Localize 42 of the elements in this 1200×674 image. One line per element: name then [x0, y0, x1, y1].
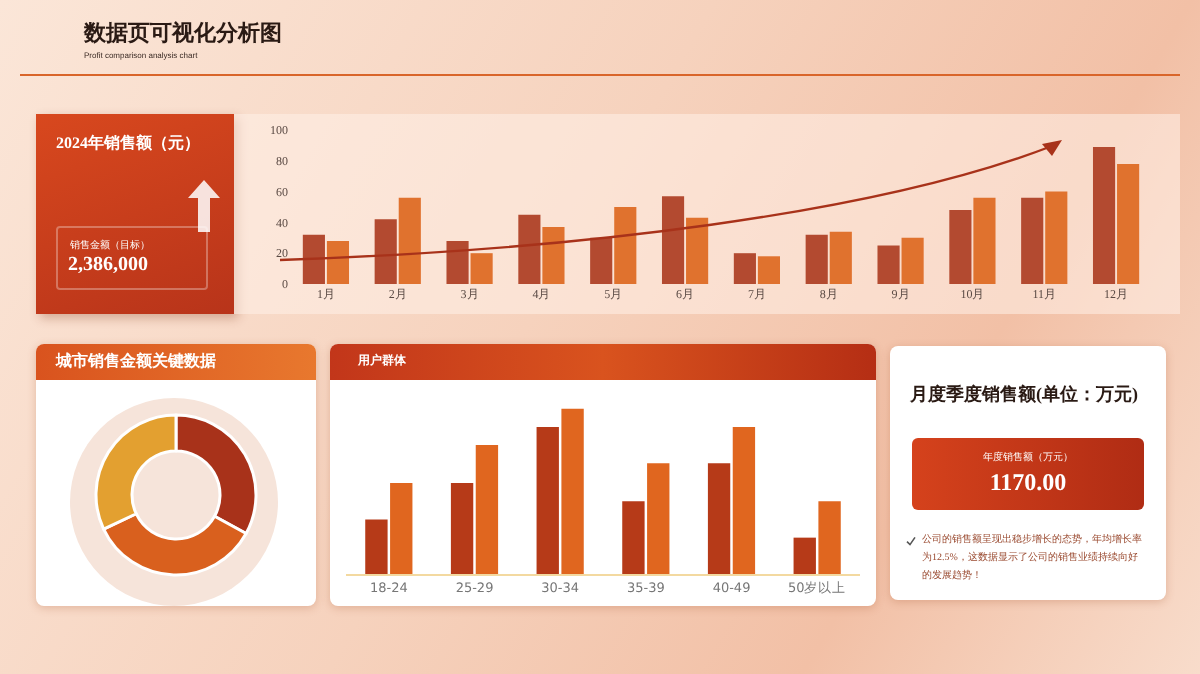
bar [733, 253, 756, 284]
bar [374, 219, 397, 284]
bar [686, 217, 709, 284]
bar [877, 245, 900, 284]
bar [518, 214, 541, 284]
bar [805, 234, 828, 284]
bar [901, 237, 924, 284]
bar [561, 408, 584, 574]
bar [390, 483, 413, 574]
bar [622, 501, 645, 574]
text: 2,386,000 [68, 254, 148, 276]
bar [326, 240, 350, 284]
text: 月度季度销售额(单位：万元) [910, 382, 1138, 408]
bar [1045, 191, 1068, 284]
text: 1170.00 [987, 468, 1069, 498]
bar [949, 210, 972, 284]
bar [829, 231, 852, 284]
bar [536, 426, 559, 574]
bar [757, 256, 781, 284]
bar [1021, 197, 1044, 284]
bar [1117, 163, 1140, 284]
bar [475, 445, 499, 574]
bar [470, 253, 493, 284]
bar [647, 463, 670, 574]
bar [973, 197, 996, 284]
bar [661, 196, 685, 284]
bar [818, 501, 841, 574]
chart-title: 城市销售金额关键数据 [36, 344, 316, 380]
bar [614, 207, 637, 284]
text: 数据页可视化分析图 [84, 19, 282, 48]
bar [590, 237, 613, 284]
bar [365, 519, 388, 574]
bar [450, 483, 474, 574]
bar [398, 197, 421, 284]
bar [707, 463, 731, 574]
bar [1092, 146, 1116, 284]
bar [302, 234, 325, 284]
bar [446, 240, 469, 284]
bar [542, 227, 565, 284]
bar [793, 537, 816, 574]
bar [732, 426, 756, 574]
text: 2024年销售额（元） [56, 132, 200, 154]
